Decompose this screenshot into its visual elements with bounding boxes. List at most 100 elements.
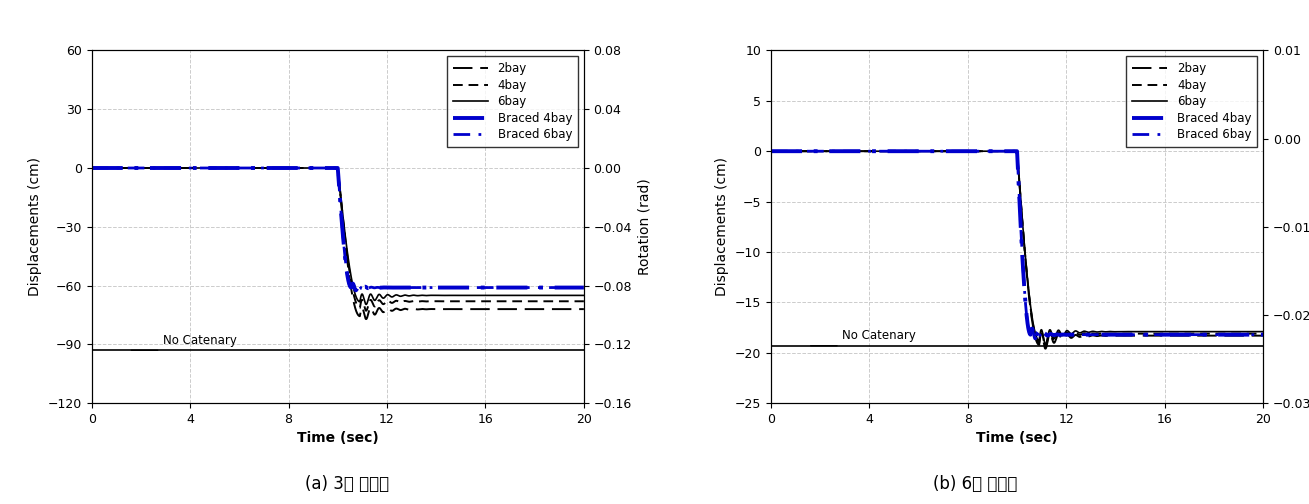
Braced 4bay xyxy=(1216,332,1232,338)
6bay xyxy=(997,148,1013,154)
6bay xyxy=(1121,329,1136,335)
Line: Braced 6bay: Braced 6bay xyxy=(92,168,584,290)
2bay xyxy=(359,316,374,322)
2bay xyxy=(318,165,334,171)
Braced 6bay xyxy=(562,285,577,291)
Braced 4bay xyxy=(441,285,457,291)
4bay xyxy=(359,307,374,313)
2bay xyxy=(295,165,310,171)
2bay xyxy=(974,148,990,154)
4bay xyxy=(763,148,779,154)
Braced 6bay xyxy=(84,165,99,171)
Braced 6bay xyxy=(1028,336,1043,342)
Line: Braced 4bay: Braced 4bay xyxy=(771,151,1263,339)
2bay xyxy=(441,306,457,312)
2bay xyxy=(1216,333,1232,339)
2bay xyxy=(1255,333,1271,339)
Braced 6bay xyxy=(1241,332,1257,338)
2bay xyxy=(84,165,99,171)
Braced 6bay xyxy=(576,285,592,291)
Braced 6bay xyxy=(997,148,1013,154)
Braced 4bay xyxy=(1028,336,1043,342)
Braced 4bay xyxy=(970,148,986,154)
Y-axis label: Displacements (cm): Displacements (cm) xyxy=(715,157,729,296)
4bay xyxy=(1255,331,1271,337)
2bay xyxy=(1121,333,1136,339)
4bay xyxy=(1121,331,1136,337)
2bay xyxy=(970,148,986,154)
4bay xyxy=(441,298,457,304)
Braced 4bay xyxy=(562,285,577,291)
6bay xyxy=(84,165,99,171)
4bay xyxy=(997,148,1013,154)
2bay xyxy=(1241,333,1257,339)
Braced 4bay xyxy=(295,165,310,171)
4bay xyxy=(537,298,552,304)
X-axis label: Time (sec): Time (sec) xyxy=(297,431,378,446)
4bay xyxy=(970,148,986,154)
Text: (a) 3층 구조물: (a) 3층 구조물 xyxy=(305,475,389,493)
6bay xyxy=(562,292,577,298)
6bay xyxy=(318,165,334,171)
Text: (b) 6층 구조물: (b) 6층 구조물 xyxy=(933,475,1017,493)
X-axis label: Time (sec): Time (sec) xyxy=(977,431,1058,446)
4bay xyxy=(295,165,310,171)
Line: 2bay: 2bay xyxy=(771,151,1263,349)
Braced 4bay xyxy=(1121,332,1136,338)
Braced 6bay xyxy=(537,285,552,291)
Braced 4bay xyxy=(763,148,779,154)
2bay xyxy=(562,306,577,312)
Braced 4bay xyxy=(291,165,306,171)
Legend: 2bay, 4bay, 6bay, Braced 4bay, Braced 6bay: 2bay, 4bay, 6bay, Braced 4bay, Braced 6b… xyxy=(446,56,579,147)
Line: 6bay: 6bay xyxy=(771,151,1263,344)
6bay xyxy=(295,165,310,171)
Line: 4bay: 4bay xyxy=(92,168,584,310)
6bay xyxy=(974,148,990,154)
4bay xyxy=(291,165,306,171)
6bay xyxy=(970,148,986,154)
Braced 4bay xyxy=(1255,332,1271,338)
6bay xyxy=(441,292,457,298)
Braced 6bay xyxy=(974,148,990,154)
6bay xyxy=(576,292,592,298)
4bay xyxy=(318,165,334,171)
Line: Braced 6bay: Braced 6bay xyxy=(771,151,1263,339)
2bay xyxy=(997,148,1013,154)
Braced 6bay xyxy=(348,287,364,293)
6bay xyxy=(291,165,306,171)
Braced 4bay xyxy=(537,285,552,291)
Line: 4bay: 4bay xyxy=(771,151,1263,347)
2bay xyxy=(1038,346,1054,352)
4bay xyxy=(562,298,577,304)
Braced 4bay xyxy=(1241,332,1257,338)
4bay xyxy=(84,165,99,171)
Braced 6bay xyxy=(763,148,779,154)
Line: 2bay: 2bay xyxy=(92,168,584,319)
6bay xyxy=(1241,329,1257,335)
2bay xyxy=(537,306,552,312)
Braced 4bay xyxy=(974,148,990,154)
Text: No Catenary: No Catenary xyxy=(842,329,916,342)
Text: No Catenary: No Catenary xyxy=(164,334,237,347)
2bay xyxy=(763,148,779,154)
Braced 6bay xyxy=(1121,332,1136,338)
4bay xyxy=(1038,344,1054,350)
Y-axis label: Rotation (rad): Rotation (rad) xyxy=(637,178,652,275)
Braced 6bay xyxy=(970,148,986,154)
6bay xyxy=(1255,329,1271,335)
6bay xyxy=(763,148,779,154)
Braced 6bay xyxy=(1255,332,1271,338)
Braced 6bay xyxy=(318,165,334,171)
2bay xyxy=(576,306,592,312)
6bay xyxy=(1216,329,1232,335)
6bay xyxy=(1038,341,1054,347)
4bay xyxy=(1241,331,1257,337)
4bay xyxy=(1216,331,1232,337)
Braced 4bay xyxy=(84,165,99,171)
Braced 6bay xyxy=(1216,332,1232,338)
4bay xyxy=(576,298,592,304)
Braced 4bay xyxy=(348,287,364,293)
Line: Braced 4bay: Braced 4bay xyxy=(92,168,584,290)
2bay xyxy=(291,165,306,171)
Legend: 2bay, 4bay, 6bay, Braced 4bay, Braced 6bay: 2bay, 4bay, 6bay, Braced 4bay, Braced 6b… xyxy=(1126,56,1257,147)
